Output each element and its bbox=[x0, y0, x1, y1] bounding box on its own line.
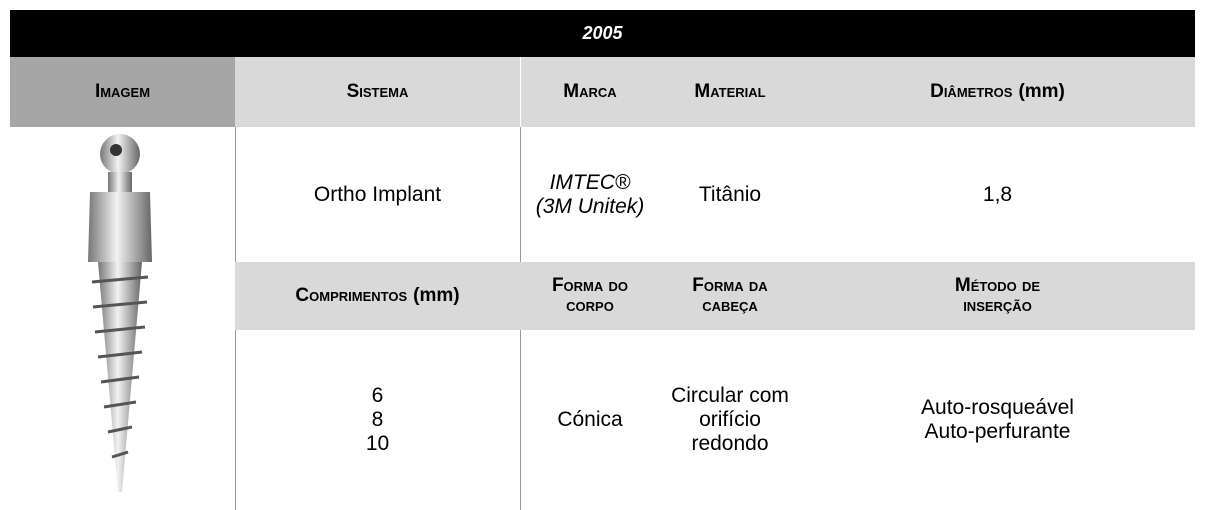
header-label: Imagem bbox=[94, 81, 151, 102]
value: Auto-rosqueável bbox=[921, 396, 1074, 419]
value: Auto-perfurante bbox=[924, 420, 1071, 443]
subheader-cell: Comprimentos (mm) bbox=[235, 262, 520, 330]
subheader-cell: Forma da cabeça bbox=[660, 262, 800, 330]
header-label: Marca bbox=[563, 81, 617, 102]
subheader-unit: (mm) bbox=[413, 285, 460, 306]
title-bar: 2005 bbox=[10, 10, 1195, 57]
header-label: Sistema bbox=[346, 81, 409, 102]
subheader-label: Método de inserção bbox=[954, 275, 1041, 316]
value: (3M Unitek) bbox=[535, 194, 645, 218]
cell: Ortho Implant bbox=[235, 127, 520, 262]
cell: IMTEC® (3M Unitek) bbox=[520, 127, 660, 262]
header-label: Material bbox=[694, 81, 766, 102]
cell: Auto-rosqueável Auto-perfurante bbox=[800, 330, 1195, 510]
cell: 6 8 10 bbox=[235, 330, 520, 510]
header-unit: (mm) bbox=[1018, 81, 1065, 102]
value: 6 bbox=[371, 384, 384, 407]
header-label: Diâmetros bbox=[930, 81, 1013, 102]
cell: Titânio bbox=[660, 127, 800, 262]
cell: Circular com orifício redondo bbox=[660, 330, 800, 510]
value: Circular com orifício redondo bbox=[671, 384, 789, 455]
value: Ortho Implant bbox=[313, 182, 442, 206]
value: 8 bbox=[371, 408, 384, 431]
cell: Cónica bbox=[520, 330, 660, 510]
value: 1,8 bbox=[982, 182, 1013, 206]
header-cell: Imagem bbox=[10, 57, 235, 127]
value: 10 bbox=[365, 432, 390, 455]
cell: 1,8 bbox=[800, 127, 1195, 262]
header-cell: Material bbox=[660, 57, 800, 127]
header-cell: Diâmetros (mm) bbox=[800, 57, 1195, 127]
header-cell: Sistema bbox=[235, 57, 520, 127]
title: 2005 bbox=[582, 23, 623, 43]
value: IMTEC® bbox=[549, 170, 631, 194]
subheader-cell: Forma do corpo bbox=[520, 262, 660, 330]
subheader-label: Comprimentos bbox=[295, 285, 408, 306]
implant-image bbox=[88, 134, 152, 492]
value: Cónica bbox=[557, 408, 623, 431]
subheader-label: Forma do corpo bbox=[551, 275, 629, 316]
subheader-label: Forma da cabeça bbox=[692, 275, 768, 316]
header-cell: Marca bbox=[520, 57, 660, 127]
subheader-cell: Método de inserção bbox=[800, 262, 1195, 330]
value: Titânio bbox=[698, 182, 762, 206]
